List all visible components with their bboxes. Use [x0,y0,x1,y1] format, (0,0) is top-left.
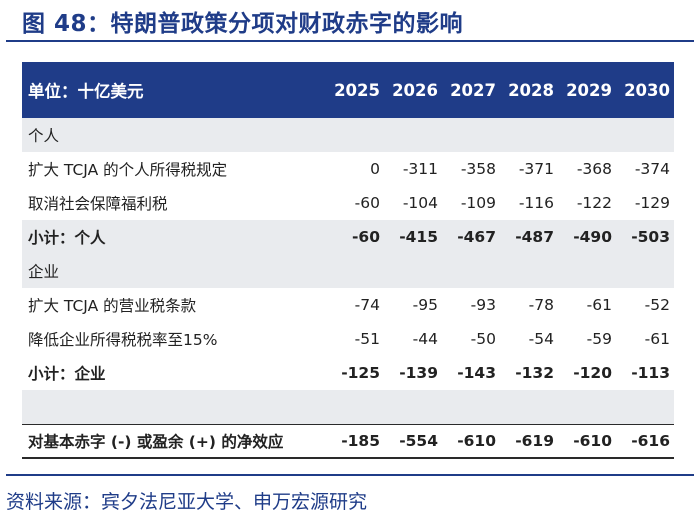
cell-value: -109 [460,194,496,212]
cell-value: -610 [573,431,612,450]
cell-value: -415 [399,228,438,246]
cell-value: -52 [644,296,670,314]
row-label: 小计：个人 [28,229,106,247]
cell-value: -374 [634,160,670,178]
section-label: 企业 [28,263,60,281]
cell-value: -104 [402,194,438,212]
cell-value: -610 [457,431,496,450]
cell-value: -368 [576,160,612,178]
year-header: 2025 [334,80,380,100]
cell-value: -185 [341,431,380,450]
table-row: 降低企业所得税税率至15% -51 -44 -50 -54 -59 -61 [22,322,674,356]
row-label: 扩大 TCJA 的个人所得税规定 [28,161,228,179]
cell-value: -78 [528,296,554,314]
deficit-impact-table: 单位：十亿美元 2025 2026 2027 2028 2029 2030 个人… [22,62,674,459]
row-label: 扩大 TCJA 的营业税条款 [28,297,197,315]
spacer-cell [22,390,674,424]
year-header: 2026 [392,80,438,100]
row-label: 对基本赤字 (-) 或盈余 (+) 的净效应 [28,432,284,451]
table-header-row: 单位：十亿美元 2025 2026 2027 2028 2029 2030 [22,62,674,118]
cell-value: -125 [341,364,380,382]
cell-value: -490 [573,228,612,246]
source-note: 资料来源：宾夕法尼亚大学、申万宏源研究 [6,491,368,513]
cell-value: -59 [586,330,612,348]
cell-value: -60 [351,228,380,246]
cell-value: -60 [354,194,380,212]
cell-value: -139 [399,364,438,382]
cell-value: -467 [457,228,496,246]
year-header: 2028 [508,80,554,100]
section-row-individual: 个人 [22,118,674,152]
subtotal-row-corporate: 小计：企业 -125 -139 -143 -132 -120 -113 [22,356,674,390]
cell-value: -616 [631,431,670,450]
source-divider [6,474,694,476]
cell-value: -129 [634,194,670,212]
cell-value: -54 [528,330,554,348]
cell-value: -44 [412,330,438,348]
cell-value: -93 [470,296,496,314]
cell-value: -371 [518,160,554,178]
cell-value: -143 [457,364,496,382]
cell-value: -132 [515,364,554,382]
table-row: 扩大 TCJA 的营业税条款 -74 -95 -93 -78 -61 -52 [22,288,674,322]
cell-value: 0 [370,160,380,178]
table-row: 取消社会保障福利税 -60 -104 -109 -116 -122 -129 [22,186,674,220]
cell-value: -619 [515,431,554,450]
spacer-row [22,390,674,424]
cell-value: -50 [470,330,496,348]
section-row-corporate: 企业 [22,254,674,288]
cell-value: -358 [460,160,496,178]
cell-value: -61 [644,330,670,348]
year-header: 2030 [624,80,670,100]
cell-value: -122 [576,194,612,212]
row-label: 小计：企业 [28,365,106,383]
cell-value: -61 [586,296,612,314]
year-header: 2027 [450,80,496,100]
cell-value: -554 [399,431,438,450]
subtotal-row-individual: 小计：个人 -60 -415 -467 -487 -490 -503 [22,220,674,254]
year-header: 2029 [566,80,612,100]
row-label: 取消社会保障福利税 [28,195,168,213]
cell-value: -487 [515,228,554,246]
cell-value: -113 [631,364,670,382]
table-row: 扩大 TCJA 的个人所得税规定 0 -311 -358 -371 -368 -… [22,152,674,186]
cell-value: -120 [573,364,612,382]
row-label: 降低企业所得税税率至15% [28,331,218,349]
cell-value: -311 [402,160,438,178]
section-label: 个人 [28,127,60,145]
cell-value: -116 [518,194,554,212]
title-divider [6,40,694,42]
cell-value: -51 [354,330,380,348]
cell-value: -74 [354,296,380,314]
cell-value: -95 [412,296,438,314]
figure-title: 图 48：特朗普政策分项对财政赤字的影响 [22,11,464,37]
cell-value: -503 [631,228,670,246]
unit-label: 单位：十亿美元 [28,82,144,101]
total-row: 对基本赤字 (-) 或盈余 (+) 的净效应 -185 -554 -610 -6… [22,424,674,458]
